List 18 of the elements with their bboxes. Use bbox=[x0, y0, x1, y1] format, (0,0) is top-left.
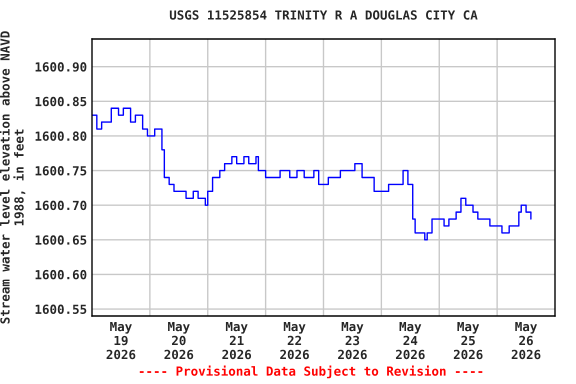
x-tick-label: May 22 2026 bbox=[280, 322, 309, 360]
y-tick-label: 1600.65 bbox=[36, 235, 86, 245]
y-tick-label: 1600.80 bbox=[36, 131, 86, 141]
x-tick-label: May 19 2026 bbox=[106, 322, 136, 360]
y-tick-label: 1600.70 bbox=[36, 200, 86, 210]
text: ---- Provisional Data Subject to Revision ---- bbox=[140, 365, 482, 378]
x-tick-label: May 21 2026 bbox=[222, 322, 252, 360]
x-tick-label: May 25 2026 bbox=[454, 322, 483, 360]
x-tick-label: May 26 2026 bbox=[512, 322, 540, 360]
y-tick-label: 1600.60 bbox=[36, 270, 86, 280]
y-tick-label: 1600.75 bbox=[36, 166, 86, 176]
x-tick-label: May 24 2026 bbox=[396, 322, 425, 360]
x-tick-label: May 20 2026 bbox=[164, 322, 194, 360]
y-tick-label: 1600.90 bbox=[36, 62, 86, 72]
chart-title: USGS 11525854 TRINITY R A DOUGLAS CITY CA bbox=[170, 10, 478, 20]
y-tick-label: 1600.85 bbox=[36, 96, 86, 106]
y-tick-label: 1600.55 bbox=[36, 304, 86, 314]
x-tick-label: May 23 2026 bbox=[338, 322, 367, 360]
